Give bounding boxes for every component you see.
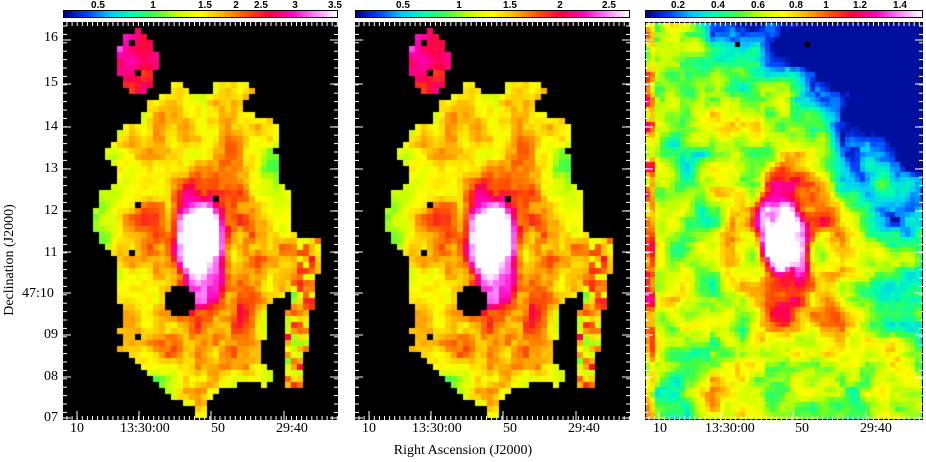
y-tick-label: 13 — [44, 161, 58, 176]
y-tick-label: 12 — [44, 203, 58, 218]
colorbar-tick: 1.4 — [893, 0, 907, 11]
right-map-image — [645, 22, 923, 420]
left-map-image — [63, 22, 338, 420]
x-tick-label: 13:30:00 — [412, 421, 462, 436]
y-tick-label: 11 — [44, 245, 58, 260]
panel-frame — [63, 22, 338, 420]
panel-frame — [645, 22, 923, 420]
x-tick-label: 10 — [362, 421, 376, 436]
colorbar-tick: 2.5 — [254, 0, 268, 11]
x-tick-label: 29:40 — [860, 421, 892, 436]
x-tick-label: 29:40 — [276, 421, 308, 436]
colorbar-tick: 1 — [456, 0, 462, 11]
y-tick-label: 47:10 — [22, 286, 54, 301]
y-axis-title: Declination (J2000) — [2, 160, 18, 360]
x-tick-label: 10 — [653, 421, 667, 436]
y-tick-label: 08 — [44, 369, 58, 384]
x-tick-label: 10 — [70, 421, 84, 436]
colorbar-tick: 0.2 — [671, 0, 685, 11]
colorbar-right — [645, 10, 923, 18]
y-tick-label: 14 — [44, 119, 58, 134]
colorbar-left — [63, 10, 338, 18]
x-tick-label: 50 — [503, 421, 517, 436]
x-tick-label: 50 — [795, 421, 809, 436]
colorbar-tick: 0.6 — [751, 0, 765, 11]
colorbar-tick: 2 — [557, 0, 563, 11]
colorbar-middle — [355, 10, 630, 18]
x-axis-title: Right Ascension (J2000) — [393, 443, 533, 458]
panel-frame — [355, 22, 630, 420]
colorbar-tick: 1 — [823, 0, 829, 11]
colorbar-tick: 1.5 — [503, 0, 517, 11]
colorbar-tick: 0.8 — [789, 0, 803, 11]
colorbar-tick: 3 — [292, 0, 298, 11]
colorbar-tick: 2 — [233, 0, 239, 11]
colorbar-tick: 0.5 — [396, 0, 410, 11]
colorbar-tick: 1 — [150, 0, 156, 11]
y-tick-label: 07 — [44, 410, 58, 425]
y-tick-label: 16 — [44, 30, 58, 45]
colorbar-tick: 1.5 — [198, 0, 212, 11]
x-tick-label: 13:30:00 — [120, 421, 170, 436]
colorbar-tick: 1.2 — [853, 0, 867, 11]
y-tick-label: 09 — [44, 327, 58, 342]
x-tick-label: 29:40 — [568, 421, 600, 436]
middle-map-image — [355, 22, 630, 420]
x-tick-label: 50 — [211, 421, 225, 436]
colorbar-tick: 2.5 — [602, 0, 616, 11]
colorbar-tick: 3.5 — [328, 0, 342, 11]
colorbar-tick: 0.4 — [711, 0, 725, 11]
x-tick-label: 13:30:00 — [705, 421, 755, 436]
y-tick-label: 15 — [44, 75, 58, 90]
colorbar-tick: 0.5 — [91, 0, 105, 11]
y-axis-title-text: Declination (J2000) — [2, 204, 17, 316]
